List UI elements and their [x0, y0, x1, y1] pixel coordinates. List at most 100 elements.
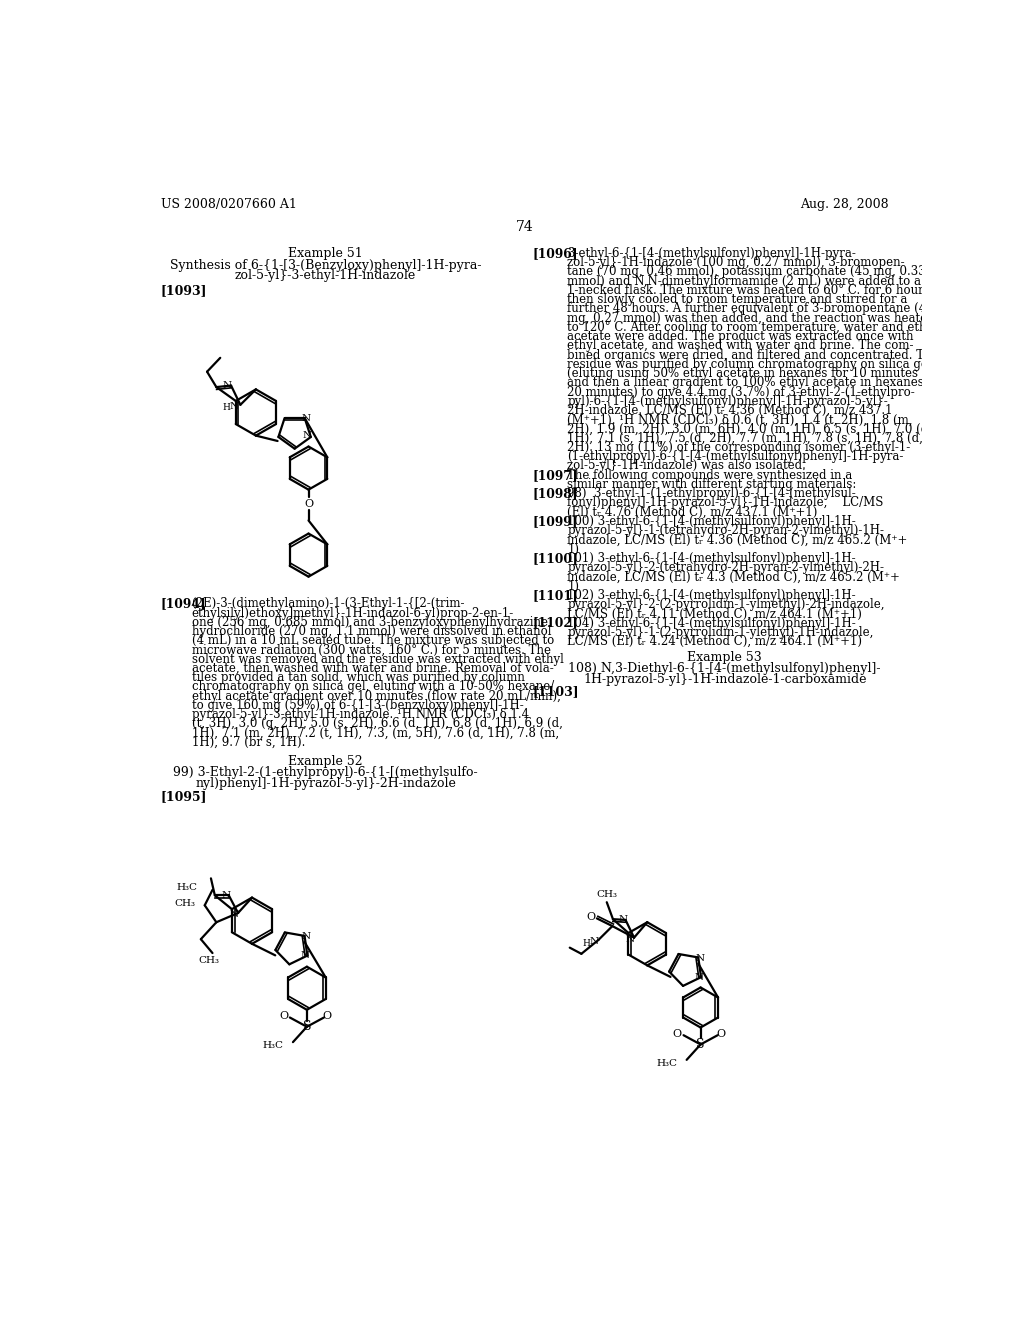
Text: (El) tᵣ 4.76 (Method C), m/z 437.1 (M⁺+1): (El) tᵣ 4.76 (Method C), m/z 437.1 (M⁺+1…: [567, 506, 818, 519]
Text: N: N: [300, 952, 309, 960]
Text: zol-5-yl}-3-ethyl-1H-indazole: zol-5-yl}-3-ethyl-1H-indazole: [234, 269, 416, 282]
Text: H: H: [222, 403, 230, 412]
Text: indazole, LC/MS (El) tᵣ 4.3 (Method C), m/z 465.2 (M⁺+: indazole, LC/MS (El) tᵣ 4.3 (Method C), …: [567, 570, 900, 583]
Text: mmol) and N,N-dimethylformamide (2 mL) were added to a: mmol) and N,N-dimethylformamide (2 mL) w…: [567, 275, 922, 288]
Text: residue was purified by column chromatography on silica gel: residue was purified by column chromatog…: [567, 358, 932, 371]
Text: zol-5-yl}-1H-indazole) was also isolated.: zol-5-yl}-1H-indazole) was also isolated…: [567, 459, 806, 473]
Text: 2H), 1.9 (m, 2H), 3.0 (m, 6H), 4.0 (m, 1H), 6.5 (s, 1H), 7.0 (d,: 2H), 1.9 (m, 2H), 3.0 (m, 6H), 4.0 (m, 1…: [567, 422, 933, 436]
Text: 102) 3-ethyl-6-{1-[4-(methylsulfonyl)phenyl]-1H-: 102) 3-ethyl-6-{1-[4-(methylsulfonyl)phe…: [567, 589, 856, 602]
Text: 1H), 7.1 (m, 2H), 7.2 (t, 1H), 7.3, (m, 5H), 7.6 (d, 1H), 7.8 (m,: 1H), 7.1 (m, 2H), 7.2 (t, 1H), 7.3, (m, …: [191, 726, 559, 739]
Text: [1093]: [1093]: [161, 284, 207, 297]
Text: Example 51: Example 51: [288, 247, 362, 260]
Text: to give 160 mg (59%) of 6-{1-[3-(benzyloxy)phenyl]-1H-: to give 160 mg (59%) of 6-{1-[3-(benzylo…: [191, 700, 523, 711]
Text: LC/MS (El) tᵣ 4.11 (Method C), m/z 464.1 (M⁺+1): LC/MS (El) tᵣ 4.11 (Method C), m/z 464.1…: [567, 607, 862, 620]
Text: N: N: [618, 916, 628, 924]
Text: nyl)phenyl]-1H-pyrazol-5-yl}-2H-indazole: nyl)phenyl]-1H-pyrazol-5-yl}-2H-indazole: [196, 776, 456, 789]
Text: [1099]: [1099]: [532, 515, 578, 528]
Text: 98)  3-ethyl-1-(1-ethylpropyl)-6-{1-[4-(methylsul-: 98) 3-ethyl-1-(1-ethylpropyl)-6-{1-[4-(m…: [567, 487, 856, 500]
Text: chromatography on silica gel, eluting with a 10-50% hexane/: chromatography on silica gel, eluting wi…: [191, 681, 554, 693]
Text: 74: 74: [516, 220, 534, 234]
Text: to 120° C. After cooling to room temperature, water and ethyl: to 120° C. After cooling to room tempera…: [567, 321, 937, 334]
Text: 20 minutes) to give 4.4 mg (3.7%) of 3-ethyl-2-(1-ethylpro-: 20 minutes) to give 4.4 mg (3.7%) of 3-e…: [567, 385, 915, 399]
Text: hydrochloride (270 mg, 1.1 mmol) were dissolved in ethanol: hydrochloride (270 mg, 1.1 mmol) were di…: [191, 626, 551, 638]
Text: N: N: [302, 414, 310, 424]
Text: [1100]: [1100]: [532, 552, 579, 565]
Text: mg, 0.27 mmol) was then added, and the reaction was heated: mg, 0.27 mmol) was then added, and the r…: [567, 312, 935, 325]
Text: O: O: [280, 1011, 288, 1020]
Text: bined organics were dried, and filtered and concentrated. The: bined organics were dried, and filtered …: [567, 348, 939, 362]
Text: N: N: [229, 909, 239, 919]
Text: 1-necked flask. The mixture was heated to 60° C. for 6 hours,: 1-necked flask. The mixture was heated t…: [567, 284, 934, 297]
Text: and then a linear gradient to 100% ethyl acetate in hexanes at: and then a linear gradient to 100% ethyl…: [567, 376, 940, 389]
Text: N: N: [302, 430, 311, 440]
Text: 108) N,3-Diethyl-6-{1-[4-(methylsulfonyl)phenyl]-: 108) N,3-Diethyl-6-{1-[4-(methylsulfonyl…: [568, 663, 881, 675]
Text: tane (70 mg, 0.46 mmol), potassium carbonate (45 mg, 0.33: tane (70 mg, 0.46 mmol), potassium carbo…: [567, 265, 926, 279]
Text: pyrazol-5-yl}-1-(tetrahydro-2H-pyran-2-ylmethyl)-1H-: pyrazol-5-yl}-1-(tetrahydro-2H-pyran-2-y…: [567, 524, 885, 537]
Text: N: N: [301, 932, 310, 941]
Text: 1): 1): [567, 543, 580, 556]
Text: O: O: [673, 1028, 682, 1039]
Text: The following compounds were synthesized in a: The following compounds were synthesized…: [567, 469, 853, 482]
Text: 104) 3-ethyl-6-{1-[4-(methylsulfonyl)phenyl]-1H-: 104) 3-ethyl-6-{1-[4-(methylsulfonyl)phe…: [567, 616, 856, 630]
Text: tiles provided a tan solid, which was purified by column: tiles provided a tan solid, which was pu…: [191, 671, 524, 684]
Text: [1095]: [1095]: [161, 789, 207, 803]
Text: H₃C: H₃C: [656, 1059, 677, 1068]
Text: indazole, LC/MS (El) tᵣ 4.36 (Method C), m/z 465.2 (M⁺+: indazole, LC/MS (El) tᵣ 4.36 (Method C),…: [567, 533, 908, 546]
Text: N: N: [590, 937, 599, 946]
Text: CH₃: CH₃: [198, 956, 219, 965]
Text: 101) 3-ethyl-6-{1-[4-(methylsulfonyl)phenyl]-1H-: 101) 3-ethyl-6-{1-[4-(methylsulfonyl)phe…: [567, 552, 856, 565]
Text: Aug. 28, 2008: Aug. 28, 2008: [801, 198, 889, 211]
Text: CH₃: CH₃: [174, 899, 196, 908]
Text: O: O: [323, 1011, 332, 1020]
Text: ethyl acetate, and washed with water and brine. The com-: ethyl acetate, and washed with water and…: [567, 339, 914, 352]
Text: 2H). 13 mg (11%) of the corresponding isomer (3-ethyl-1-: 2H). 13 mg (11%) of the corresponding is…: [567, 441, 910, 454]
Text: ethylsilyl)ethoxy]methyl}-1H-indazol-6-yl)prop-2-en-1-: ethylsilyl)ethoxy]methyl}-1H-indazol-6-y…: [191, 607, 514, 619]
Text: further 48 hours. A further equivalent of 3-bromopentane (41: further 48 hours. A further equivalent o…: [567, 302, 934, 315]
Text: N: N: [222, 891, 231, 900]
Text: H₃C: H₃C: [262, 1041, 284, 1051]
Text: [1101]: [1101]: [532, 589, 579, 602]
Text: O: O: [716, 1028, 725, 1039]
Text: (1-ethylpropyl)-6-{1-[4-(methylsulfonyl)phenyl]-1H-pyra-: (1-ethylpropyl)-6-{1-[4-(methylsulfonyl)…: [567, 450, 904, 463]
Text: H: H: [583, 940, 591, 948]
Text: [1096]: [1096]: [532, 247, 579, 260]
Text: Example 52: Example 52: [289, 755, 362, 768]
Text: O: O: [586, 912, 595, 921]
Text: N: N: [229, 401, 239, 411]
Text: [1103]: [1103]: [532, 685, 580, 698]
Text: Example 53: Example 53: [687, 651, 762, 664]
Text: Synthesis of 6-{1-[3-(Benzyloxy)phenyl]-1H-pyra-: Synthesis of 6-{1-[3-(Benzyloxy)phenyl]-…: [170, 259, 481, 272]
Text: 1): 1): [567, 579, 580, 593]
Text: pyrazol-5-yl}-2-(2-pyrrolidin-1-ylmethyl)-2H-indazole,: pyrazol-5-yl}-2-(2-pyrrolidin-1-ylmethyl…: [567, 598, 885, 611]
Text: acetate were added. The product was extracted once with: acetate were added. The product was extr…: [567, 330, 914, 343]
Text: (eluting using 50% ethyl acetate in hexanes for 10 minutes: (eluting using 50% ethyl acetate in hexa…: [567, 367, 919, 380]
Text: (M⁺+1). ¹H NMR (CDCl₃) δ 0.6 (t, 3H), 1.4 (t, 2H), 1.8 (m,: (M⁺+1). ¹H NMR (CDCl₃) δ 0.6 (t, 3H), 1.…: [567, 413, 913, 426]
Text: S: S: [303, 1020, 311, 1034]
Text: fonyl)phenyl]-1H-pyrazol-5-yl}-1H-indazole,    LC/MS: fonyl)phenyl]-1H-pyrazol-5-yl}-1H-indazo…: [567, 496, 884, 510]
Text: pyrazol-5-yl}-2-(tetrahydro-2H-pyran-2-ylmethyl)-2H-: pyrazol-5-yl}-2-(tetrahydro-2H-pyran-2-y…: [567, 561, 885, 574]
Text: acetate, then washed with water and brine. Removal of vola-: acetate, then washed with water and brin…: [191, 663, 553, 675]
Text: 3-ethyl-6-{1-[4-(methylsulfonyl)phenyl]-1H-pyra-: 3-ethyl-6-{1-[4-(methylsulfonyl)phenyl]-…: [567, 247, 856, 260]
Text: [1097]: [1097]: [532, 469, 579, 482]
Text: ethyl acetate gradient over 10 minutes (flow rate 20 mL/min),: ethyl acetate gradient over 10 minutes (…: [191, 689, 560, 702]
Text: similar manner with different starting materials:: similar manner with different starting m…: [567, 478, 857, 491]
Text: LC/MS (El) tᵣ 4.24 (Method C), m/z 464.1 (M⁺+1): LC/MS (El) tᵣ 4.24 (Method C), m/z 464.1…: [567, 635, 862, 648]
Text: [1098]: [1098]: [532, 487, 579, 500]
Text: [1094]: [1094]: [161, 598, 206, 610]
Text: US 2008/0207660 A1: US 2008/0207660 A1: [161, 198, 296, 211]
Text: 1H), 9.7 (br s, 1H).: 1H), 9.7 (br s, 1H).: [191, 737, 305, 748]
Text: zol-5-yl}-1H-indazole (100 mg, 0.27 mmol), 3-bromopen-: zol-5-yl}-1H-indazole (100 mg, 0.27 mmol…: [567, 256, 905, 269]
Text: (4 mL) in a 10 mL sealed tube. The mixture was subjected to: (4 mL) in a 10 mL sealed tube. The mixtu…: [191, 635, 554, 647]
Text: [1102]: [1102]: [532, 616, 579, 630]
Text: 1H), 7.1 (s, 1H), 7.5 (d, 2H), 7.7 (m, 1H), 7.8 (s, 1H), 7.8 (d,: 1H), 7.1 (s, 1H), 7.5 (d, 2H), 7.7 (m, 1…: [567, 432, 924, 445]
Text: microwave radiation (300 watts, 160° C.) for 5 minutes. The: microwave radiation (300 watts, 160° C.)…: [191, 644, 551, 656]
Text: 2H-indazole. LC/MS (El) tᵣ 4.36 (Method C), m/z 437.1: 2H-indazole. LC/MS (El) tᵣ 4.36 (Method …: [567, 404, 893, 417]
Text: H₃C: H₃C: [176, 883, 197, 892]
Text: S: S: [696, 1038, 705, 1051]
Text: (t, 3H), 3.0 (q, 2H), 5.0 (s, 2H), 6.6 (d, 1H), 6.8 (d, 1H), 6.9 (d,: (t, 3H), 3.0 (q, 2H), 5.0 (s, 2H), 6.6 (…: [191, 718, 562, 730]
Text: (2E)-3-(dimethylamino)-1-(3-Ethyl-1-{[2-(trim-: (2E)-3-(dimethylamino)-1-(3-Ethyl-1-{[2-…: [191, 598, 465, 610]
Text: 99) 3-Ethyl-2-(1-ethylpropyl)-6-{1-[(methylsulfo-: 99) 3-Ethyl-2-(1-ethylpropyl)-6-{1-[(met…: [173, 766, 478, 779]
Text: 100) 3-ethyl-6-{1-[4-(methylsulfonyl)phenyl]-1H-: 100) 3-ethyl-6-{1-[4-(methylsulfonyl)phe…: [567, 515, 856, 528]
Text: one (256 mg, 0.685 mmol) and 3-benzyloxyphenylhydrazine: one (256 mg, 0.685 mmol) and 3-benzyloxy…: [191, 615, 548, 628]
Text: N: N: [695, 954, 705, 962]
